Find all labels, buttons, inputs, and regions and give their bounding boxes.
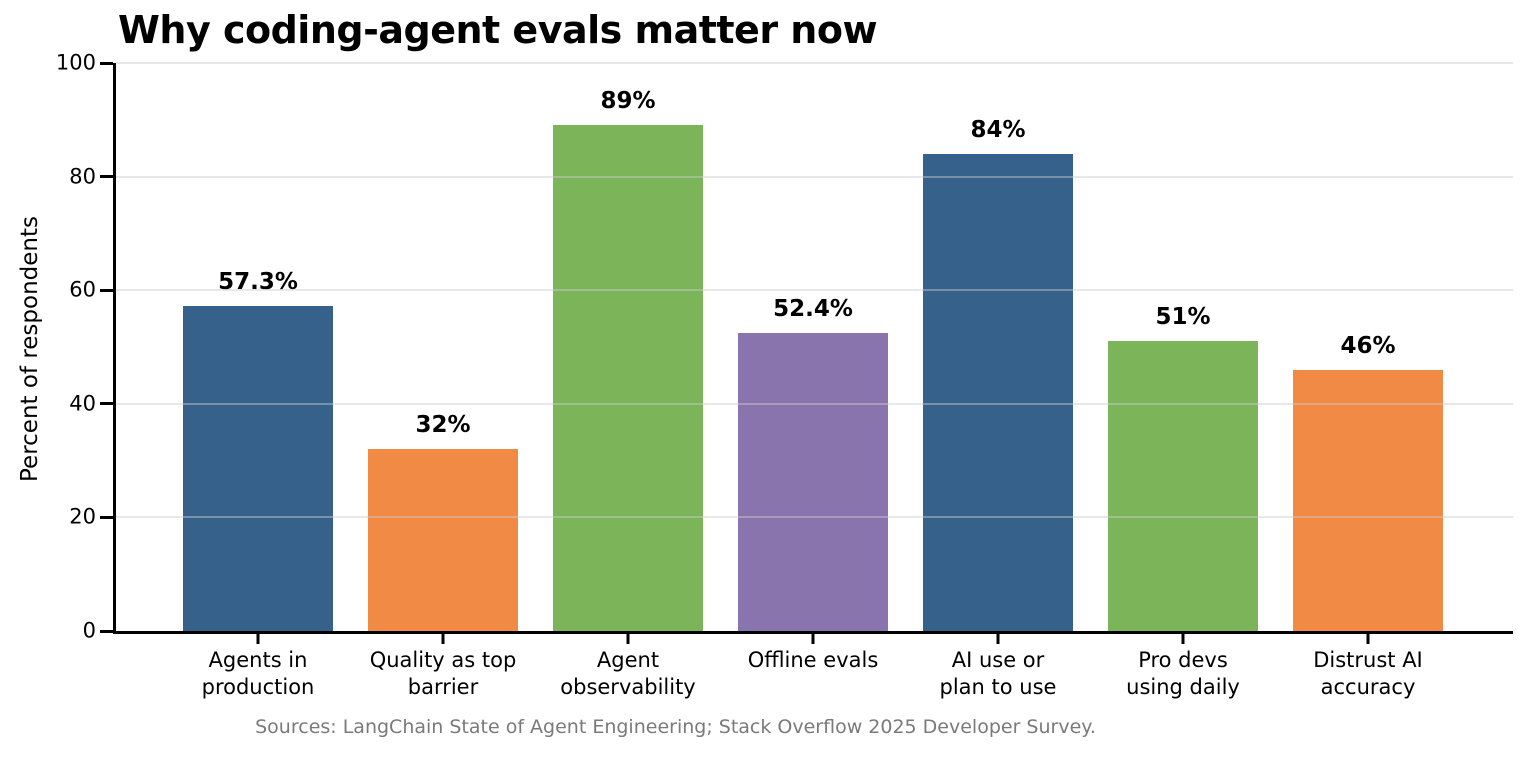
- x-tick-label: Distrust AI accuracy: [1313, 648, 1423, 699]
- bar-value-label: 52.4%: [773, 296, 853, 323]
- x-tick-label: Agents in production: [201, 648, 315, 699]
- x-tick-label: AI use or plan to use: [939, 648, 1057, 699]
- y-tick-label-60: 60: [69, 277, 96, 302]
- bar-group-7: 46% Distrust AI accuracy: [1293, 63, 1443, 699]
- bar: [738, 333, 888, 631]
- y-tick-label-80: 80: [69, 164, 96, 189]
- y-tick-label-40: 40: [69, 391, 96, 416]
- bar-group-5: 84% AI use or plan to use: [923, 63, 1073, 699]
- x-tick-mark: [1181, 634, 1185, 644]
- x-tick-mark: [996, 634, 1000, 644]
- y-tick-label-20: 20: [69, 504, 96, 529]
- x-tick-mark: [811, 634, 815, 644]
- bar: [1108, 341, 1258, 631]
- bars-row: 57.3% Agents in production 32% Quality as t…: [116, 63, 1513, 699]
- y-tick-label-100: 100: [55, 50, 96, 75]
- bar-group-2: 32% Quality as top barrier: [368, 63, 518, 699]
- bar-group-6: 51% Pro devs using daily: [1108, 63, 1258, 699]
- bar-value-label: 32%: [415, 412, 471, 439]
- x-tick-label: Pro devs using daily: [1126, 648, 1240, 699]
- x-tick-mark: [441, 634, 445, 644]
- plot-inner: 0 20 40 60 80 100 57.3% Agents in production 32%…: [56, 52, 1513, 699]
- y-tick-mark-100: [100, 61, 113, 65]
- bar-group-3: 89% Agent observability: [553, 63, 703, 699]
- y-tick-mark-20: [100, 515, 113, 519]
- y-axis-label: Percent of respondents: [17, 216, 43, 482]
- y-tick-label-0: 0: [82, 618, 96, 643]
- x-tick-label: Agent observability: [560, 648, 696, 699]
- plot-area: 0 20 40 60 80 100 57.3% Agents in production 32%…: [56, 52, 1513, 699]
- y-tick-mark-60: [100, 288, 113, 292]
- bar-value-label: 46%: [1340, 332, 1396, 359]
- bar-value-label: 57.3%: [218, 268, 298, 295]
- bar: [368, 449, 518, 631]
- source-note: Sources: LangChain State of Agent Engine…: [255, 716, 1096, 738]
- x-tick-mark: [626, 634, 630, 644]
- x-tick-label: Quality as top barrier: [369, 648, 517, 699]
- bar-value-label: 51%: [1155, 304, 1211, 331]
- bar: [923, 153, 1073, 631]
- bar-group-4: 52.4% Offline evals: [738, 63, 888, 672]
- bar-group-1: 57.3% Agents in production: [183, 63, 333, 699]
- bar: [183, 305, 333, 631]
- chart-title: Why coding-agent evals matter now: [118, 8, 878, 52]
- x-tick-mark: [1366, 634, 1370, 644]
- x-tick-label: Offline evals: [747, 648, 879, 672]
- y-tick-mark-0: [100, 629, 113, 633]
- y-tick-mark-40: [100, 402, 113, 406]
- bar: [1293, 369, 1443, 631]
- bar-value-label: 84%: [970, 116, 1026, 143]
- x-tick-mark: [256, 634, 260, 644]
- bar: [553, 125, 703, 631]
- bar-value-label: 89%: [600, 88, 656, 115]
- y-tick-mark-80: [100, 175, 113, 179]
